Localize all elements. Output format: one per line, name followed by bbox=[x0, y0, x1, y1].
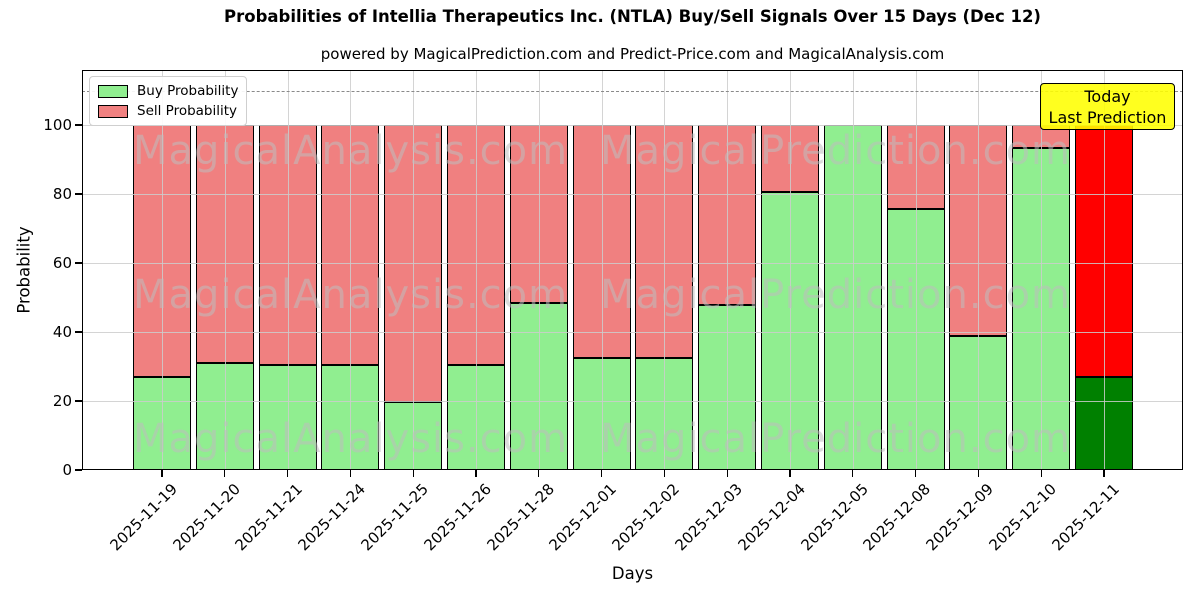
y-axis-label: Probability bbox=[14, 226, 34, 314]
x-tick-label: 2025-11-24 bbox=[294, 480, 370, 555]
legend: Buy Probability Sell Probability bbox=[89, 76, 247, 126]
y-tick bbox=[75, 124, 82, 126]
x-tick bbox=[914, 470, 917, 477]
legend-item-sell: Sell Probability bbox=[98, 102, 238, 120]
legend-sell-label: Sell Probability bbox=[137, 103, 238, 119]
gridline-horizontal bbox=[82, 332, 1183, 334]
x-tick-label: 2025-12-11 bbox=[1048, 480, 1123, 555]
x-tick bbox=[600, 470, 603, 477]
gridline-vertical bbox=[162, 70, 163, 470]
sell-swatch-icon bbox=[98, 104, 128, 118]
x-tick bbox=[412, 470, 414, 477]
x-tick bbox=[286, 470, 289, 477]
gridline-vertical bbox=[538, 70, 540, 470]
y-tick bbox=[75, 331, 82, 333]
chart-subtitle: powered by MagicalPrediction.com and Pre… bbox=[320, 45, 945, 63]
plot-area: MagicalAnalysis.com MagicalPrediction.com… bbox=[82, 70, 1183, 470]
y-tick bbox=[75, 400, 82, 402]
x-tick-label: 2025-12-02 bbox=[608, 480, 684, 555]
gridline-horizontal bbox=[82, 401, 1183, 403]
gridline-vertical bbox=[287, 70, 289, 470]
gridline-vertical bbox=[978, 70, 980, 470]
y-tick-label: 0 bbox=[62, 461, 72, 479]
today-annotation: Today Last Prediction bbox=[1040, 83, 1175, 130]
x-tick bbox=[977, 470, 980, 477]
x-tick bbox=[475, 470, 477, 477]
gridline-vertical bbox=[1104, 70, 1105, 470]
threshold-dashed-line bbox=[82, 90, 1183, 92]
x-tick bbox=[538, 470, 540, 477]
gridline-vertical bbox=[476, 70, 477, 470]
x-tick-label: 2025-12-03 bbox=[671, 480, 746, 555]
gridline-vertical bbox=[727, 70, 729, 470]
y-tick-label: 40 bbox=[52, 323, 72, 342]
gridline-vertical bbox=[915, 70, 917, 470]
legend-buy-label: Buy Probability bbox=[137, 83, 239, 99]
x-axis-label: Days bbox=[611, 564, 654, 583]
annotation-line-2: Last Prediction bbox=[1048, 107, 1167, 127]
x-tick-label: 2025-11-19 bbox=[106, 480, 181, 555]
x-tick bbox=[852, 470, 854, 477]
y-tick-label: 80 bbox=[52, 185, 72, 204]
x-tick-label: 2025-11-26 bbox=[420, 480, 495, 555]
x-tick bbox=[224, 470, 226, 477]
gridline-vertical bbox=[413, 70, 415, 470]
legend-item-buy: Buy Probability bbox=[98, 82, 238, 100]
x-tick bbox=[726, 470, 728, 477]
gridline-vertical bbox=[790, 70, 791, 470]
annotation-line-1: Today bbox=[1084, 86, 1131, 106]
y-tick bbox=[75, 193, 82, 195]
buy-swatch-icon bbox=[98, 84, 128, 98]
x-tick bbox=[161, 470, 163, 477]
gridline-horizontal bbox=[82, 194, 1183, 196]
x-tick bbox=[1103, 470, 1105, 477]
x-tick bbox=[789, 470, 791, 477]
gridline-horizontal bbox=[82, 263, 1183, 265]
y-tick-label: 100 bbox=[43, 116, 72, 135]
gridline-vertical bbox=[852, 70, 854, 470]
y-tick-label: 20 bbox=[52, 392, 72, 411]
x-tick-label: 2025-12-10 bbox=[985, 480, 1060, 555]
y-tick bbox=[75, 262, 82, 264]
gridline-vertical bbox=[1041, 70, 1043, 470]
gridline-vertical bbox=[224, 70, 226, 470]
x-tick-label: 2025-11-25 bbox=[357, 480, 432, 555]
y-tick bbox=[75, 469, 82, 471]
x-tick bbox=[349, 470, 352, 477]
gridline-vertical bbox=[350, 70, 352, 470]
chart-title: Probabilities of Intellia Therapeutics I… bbox=[224, 7, 1041, 26]
y-tick-label: 60 bbox=[52, 254, 72, 273]
gridline-vertical bbox=[664, 70, 666, 470]
gridline-vertical bbox=[601, 70, 603, 470]
x-tick bbox=[1040, 470, 1042, 477]
x-tick bbox=[663, 470, 666, 477]
gridline-horizontal bbox=[82, 125, 1183, 127]
x-tick-label: 2025-12-04 bbox=[734, 480, 809, 555]
x-tick-label: 2025-12-09 bbox=[922, 480, 998, 555]
